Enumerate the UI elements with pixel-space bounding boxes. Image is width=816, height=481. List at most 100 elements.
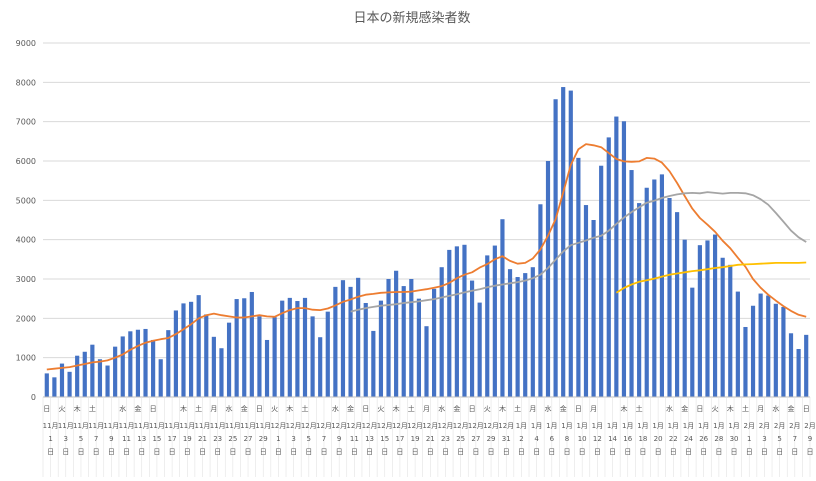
x-date-label: 12月 xyxy=(377,422,393,430)
x-date-label: 11月 xyxy=(210,422,226,430)
x-date-label: 1月 xyxy=(607,422,618,430)
bar xyxy=(720,257,725,397)
bar xyxy=(401,286,406,397)
x-date-label: 日 xyxy=(731,448,738,456)
bar xyxy=(234,299,239,397)
x-date-label: 11月 xyxy=(103,422,119,430)
bar xyxy=(416,298,421,397)
x-date-label: 7 xyxy=(94,435,98,443)
bar xyxy=(378,300,384,397)
x-date-label: 日 xyxy=(62,448,69,456)
x-date-label: 25 xyxy=(228,435,237,443)
bar xyxy=(371,330,376,397)
x-date-label: 日 xyxy=(655,448,662,456)
x-date-label: 14 xyxy=(608,435,617,443)
x-date-label: 11月 xyxy=(73,422,89,430)
x-weekday-label: 火 xyxy=(58,405,65,413)
x-date-label: 13 xyxy=(365,435,374,443)
x-weekday-label: 月 xyxy=(590,405,597,413)
x-date-label: 2月 xyxy=(789,422,800,430)
bar xyxy=(538,204,543,397)
x-date-label: 12月 xyxy=(362,422,378,430)
x-weekday-label: 月 xyxy=(757,405,764,413)
bar xyxy=(743,326,748,397)
bar xyxy=(500,219,505,397)
bar xyxy=(44,373,49,397)
x-date-label: 日 xyxy=(457,448,464,456)
x-date-label: 11月 xyxy=(240,422,256,430)
x-date-label: 29 xyxy=(487,435,496,443)
x-date-label: 日 xyxy=(275,448,282,456)
x-date-label: 11月 xyxy=(225,422,241,430)
bar xyxy=(310,316,315,397)
x-date-label: 日 xyxy=(746,448,753,456)
x-date-label: 日 xyxy=(442,448,449,456)
x-date-label: 9 xyxy=(808,435,812,443)
x-date-label: 25 xyxy=(456,435,465,443)
x-weekday-label: 土 xyxy=(408,404,415,413)
bar xyxy=(667,197,672,397)
x-date-label: 日 xyxy=(594,448,601,456)
x-date-label: 17 xyxy=(395,435,404,443)
bar xyxy=(599,165,604,397)
bar xyxy=(181,303,186,397)
bar xyxy=(462,244,467,397)
x-date-label: 日 xyxy=(503,448,510,456)
x-date-label: 1月 xyxy=(713,422,724,430)
x-date-label: 日 xyxy=(412,448,419,456)
x-date-label: 11月 xyxy=(58,422,74,430)
x-date-label: 28 xyxy=(714,435,723,443)
x-date-label: 11月 xyxy=(149,422,165,430)
x-date-label: 日 xyxy=(138,448,145,456)
bar xyxy=(333,286,338,397)
x-date-label: 13 xyxy=(137,435,146,443)
x-date-label: 12月 xyxy=(346,422,362,430)
x-date-label: 日 xyxy=(351,448,358,456)
x-date-label: 日 xyxy=(761,448,768,456)
x-date-label: 1月 xyxy=(683,422,694,430)
line-series xyxy=(46,143,807,371)
x-date-label: 16 xyxy=(623,435,632,443)
x-date-label: 1月 xyxy=(668,422,679,430)
x-date-label: 1月 xyxy=(622,422,633,430)
x-date-label: 12月 xyxy=(407,422,423,430)
x-weekday-label: 金 xyxy=(681,404,688,413)
x-weekday-label: 土 xyxy=(636,404,643,413)
x-weekday-label: 日 xyxy=(696,405,703,413)
bar xyxy=(128,331,133,397)
bar xyxy=(113,346,118,397)
y-tick-label: 4000 xyxy=(16,236,36,245)
bar xyxy=(485,255,490,397)
bar xyxy=(287,297,292,397)
x-date-label: 日 xyxy=(518,448,525,456)
x-date-label: 18 xyxy=(638,435,647,443)
x-date-label: 11月 xyxy=(164,422,180,430)
x-weekday-label: 金 xyxy=(134,404,141,413)
x-weekday-label: 土 xyxy=(514,404,521,413)
x-date-label: 日 xyxy=(77,448,84,456)
x-weekday-label: 土 xyxy=(195,404,202,413)
bar xyxy=(82,351,87,397)
x-date-label: 11月 xyxy=(88,422,104,430)
x-date-label: 29 xyxy=(259,435,268,443)
x-date-label: 15 xyxy=(152,435,161,443)
x-weekday-label: 水 xyxy=(119,404,126,413)
y-tick-label: 9000 xyxy=(16,39,36,48)
x-axis-labels: 日火木土水金日木土月水金日火木土水金日火木土月水金日火木土月水金日月木土水金日火… xyxy=(43,404,816,456)
x-weekday-label: 水 xyxy=(666,404,673,413)
x-date-label: 1月 xyxy=(546,422,557,430)
x-date-label: 日 xyxy=(670,448,677,456)
bar xyxy=(507,269,513,397)
x-date-label: 15 xyxy=(380,435,389,443)
bar xyxy=(59,363,65,397)
x-weekday-label: 木 xyxy=(286,404,293,413)
x-date-label: 21 xyxy=(198,435,207,443)
x-weekday-label: 土 xyxy=(89,404,96,413)
x-weekday-label: 日 xyxy=(256,405,263,413)
y-tick-label: 3000 xyxy=(16,275,36,284)
x-weekday-label: 水 xyxy=(226,404,233,413)
x-weekday-label: 火 xyxy=(484,405,491,413)
bar xyxy=(469,280,475,397)
bar xyxy=(135,329,141,397)
